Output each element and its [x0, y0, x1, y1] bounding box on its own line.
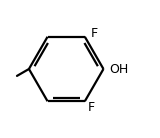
Text: OH: OH: [109, 63, 128, 76]
Text: F: F: [90, 27, 97, 40]
Text: F: F: [88, 101, 95, 114]
